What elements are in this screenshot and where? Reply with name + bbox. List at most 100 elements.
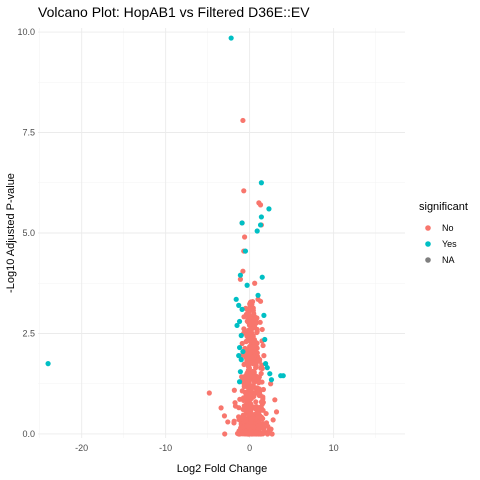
data-point	[247, 394, 253, 400]
data-point	[255, 358, 261, 364]
data-point	[237, 272, 243, 278]
data-point	[249, 334, 255, 341]
y-axis-label: -Log10 Adjusted P-value	[5, 173, 17, 293]
legend-key-no	[425, 225, 431, 231]
data-point	[242, 248, 249, 254]
data-point	[262, 361, 269, 367]
data-point	[234, 322, 240, 329]
data-point	[222, 431, 228, 437]
data-point	[257, 298, 264, 304]
data-point	[245, 367, 252, 373]
data-point	[243, 338, 249, 345]
data-point	[257, 222, 264, 228]
data-point	[236, 344, 243, 351]
y-tick-label: 0.0	[22, 429, 35, 439]
data-point	[238, 332, 244, 339]
data-point	[221, 413, 228, 419]
data-point	[252, 376, 258, 382]
data-point	[259, 326, 265, 333]
data-point	[240, 268, 246, 274]
data-point	[246, 430, 252, 436]
data-point	[251, 370, 257, 376]
data-point	[248, 408, 254, 415]
data-point	[240, 348, 246, 355]
data-point	[218, 405, 224, 411]
data-point	[243, 417, 249, 423]
legend-label-no: No	[442, 223, 454, 233]
data-point	[241, 326, 247, 332]
x-axis-ticks: -20 -10 0 10	[75, 443, 338, 453]
data-point	[236, 318, 243, 325]
data-point	[268, 377, 275, 383]
data-point	[258, 180, 264, 186]
data-point	[231, 420, 237, 426]
y-axis-ticks: 0.0 2.5 5.0 7.5 10.0	[17, 27, 35, 439]
data-point	[250, 344, 256, 350]
data-point	[253, 399, 259, 405]
data-point	[236, 302, 242, 308]
data-point	[248, 300, 254, 306]
data-point	[250, 361, 257, 367]
data-point	[244, 307, 251, 313]
y-tick-label: 2.5	[22, 328, 35, 338]
data-point	[266, 428, 272, 434]
data-point	[266, 206, 272, 212]
data-point	[240, 117, 246, 124]
y-tick-label: 7.5	[22, 128, 35, 138]
data-point	[245, 327, 252, 333]
data-point	[242, 407, 248, 413]
data-point	[260, 416, 266, 422]
data-point	[260, 386, 267, 393]
data-point	[241, 314, 247, 320]
legend-label-na: NA	[442, 255, 455, 265]
data-point	[255, 389, 261, 395]
data-point	[256, 380, 262, 386]
data-point	[253, 429, 260, 435]
data-point	[280, 373, 286, 379]
legend-key-na	[425, 257, 431, 263]
data-point	[245, 385, 251, 391]
legend-title: significant	[419, 201, 468, 213]
data-point	[261, 353, 267, 359]
data-point	[244, 360, 250, 367]
legend-label-yes: Yes	[442, 239, 457, 249]
data-point	[249, 355, 255, 361]
chart-title: Volcano Plot: HopAB1 vs Filtered D36E::E…	[38, 4, 310, 20]
data-point	[228, 35, 234, 41]
data-point	[248, 401, 254, 407]
data-point	[239, 340, 245, 347]
x-axis-label: Log2 Fold Change	[177, 463, 268, 475]
x-tick-label: 10	[329, 443, 339, 453]
data-point	[273, 409, 280, 415]
data-point	[241, 188, 247, 194]
data-point	[250, 307, 256, 314]
y-tick-label: 5.0	[22, 228, 35, 238]
data-point	[243, 395, 249, 401]
data-point	[272, 397, 278, 403]
data-point	[237, 369, 243, 375]
data-point	[239, 306, 245, 312]
x-tick-label: 0	[247, 443, 252, 453]
data-point	[233, 296, 239, 302]
data-point	[252, 280, 258, 286]
data-point	[253, 365, 259, 371]
data-point	[236, 414, 242, 420]
data-point	[245, 380, 251, 386]
data-point	[253, 320, 259, 326]
data-point	[245, 312, 251, 318]
data-point	[254, 350, 260, 356]
data-point	[254, 228, 260, 234]
data-point	[232, 400, 238, 406]
data-point	[259, 365, 265, 372]
data-point	[45, 361, 51, 367]
data-point	[206, 390, 212, 396]
data-point	[239, 220, 245, 226]
data-point	[236, 379, 243, 385]
data-point	[244, 282, 250, 288]
data-point	[263, 410, 269, 417]
data-point	[236, 353, 242, 359]
data-point	[270, 417, 276, 423]
data-point	[267, 371, 273, 377]
data-point	[248, 416, 254, 422]
